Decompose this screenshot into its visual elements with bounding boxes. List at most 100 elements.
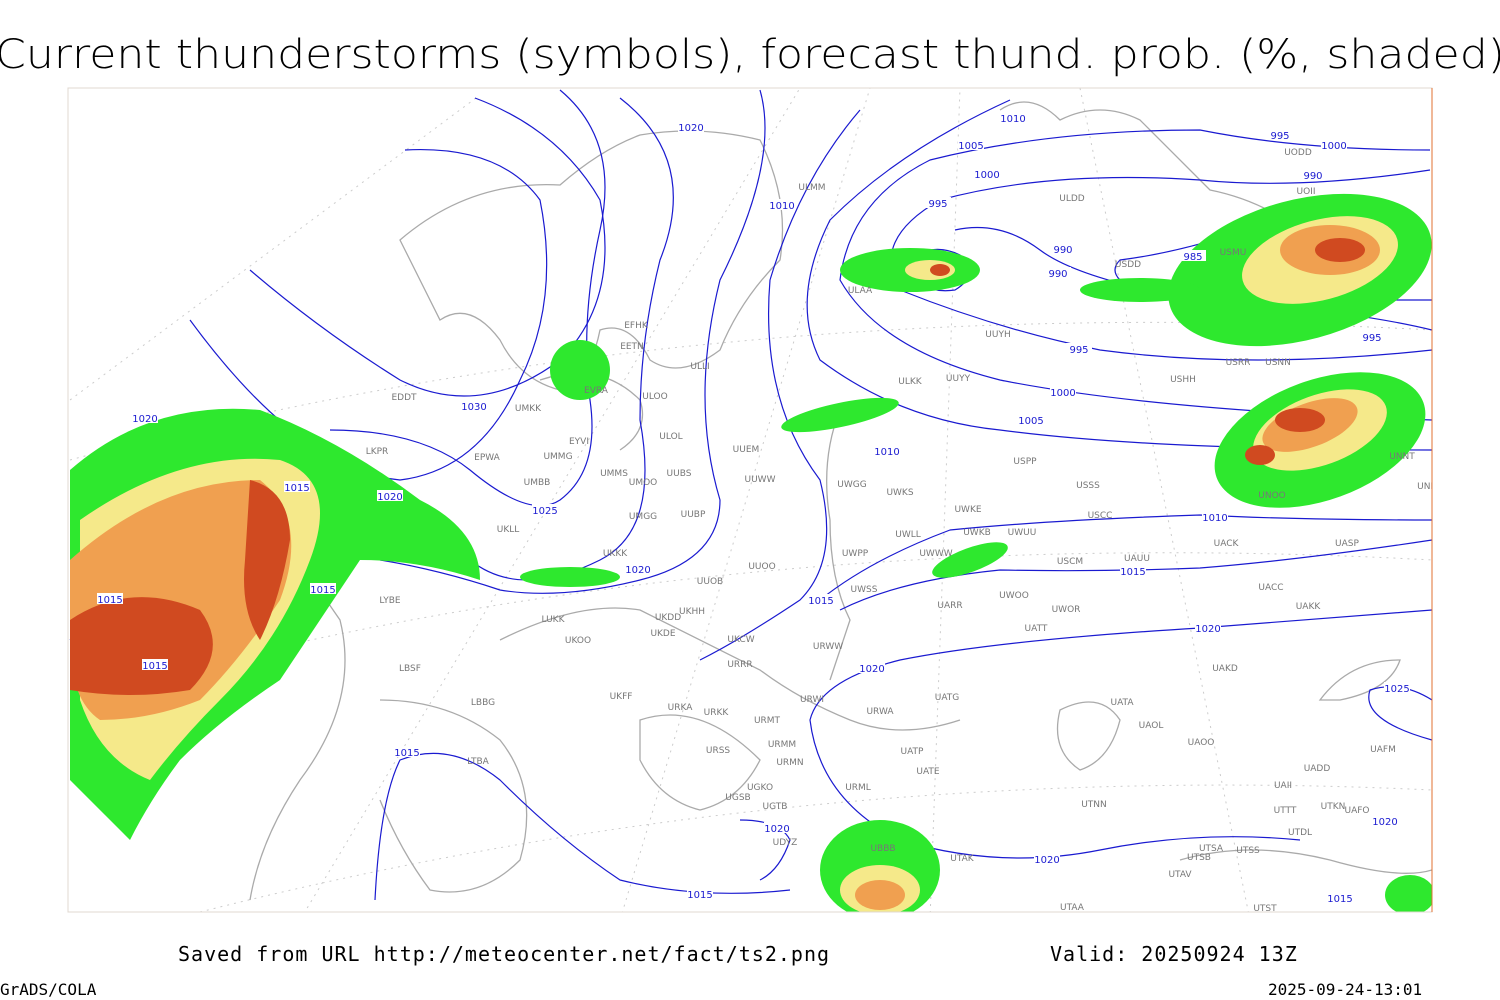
station-label: UUOO: [748, 562, 775, 572]
station-label: UMMG: [543, 452, 572, 462]
isobar-label-bg: [1120, 565, 1146, 576]
isobar-label-bg: [461, 400, 487, 411]
isobar-label-bg: [97, 593, 123, 604]
isobar-label: 995: [1069, 345, 1088, 356]
station-label: UWOR: [1052, 605, 1081, 615]
isobar-label-bg: [925, 197, 951, 208]
station-label: UOII: [1297, 187, 1316, 197]
station-label: LYBE: [379, 596, 400, 606]
isobar-label: 1015: [808, 596, 833, 607]
isobar-label: 990: [1048, 269, 1067, 280]
station-label: UGKO: [747, 783, 773, 793]
station-label: UGSB: [725, 793, 750, 803]
isobar-label: 1015: [1327, 894, 1352, 905]
station-label: UWOO: [999, 591, 1029, 601]
isobar-label: 985: [1183, 252, 1202, 263]
station-label: UAOL: [1139, 721, 1164, 731]
station-label: UKCW: [727, 635, 754, 645]
isobar-label-bg: [764, 822, 790, 833]
isobar-label: 1025: [1384, 684, 1409, 695]
isobar-label-bg: [1359, 331, 1385, 342]
station-label: UWSS: [851, 585, 878, 595]
isobar-label: 1015: [394, 748, 419, 759]
isobar-label: 1015: [310, 585, 335, 596]
station-label: UATG: [935, 693, 960, 703]
isobar-label: 1020: [678, 123, 703, 134]
station-label: UKFF: [610, 692, 633, 702]
station-label: UAFO: [1344, 806, 1369, 816]
isobar-label: 1005: [1018, 416, 1043, 427]
station-label: USPP: [1013, 457, 1037, 467]
isobar-label: 995: [928, 199, 947, 210]
station-label: UUEM: [733, 445, 760, 455]
station-label: URWW: [813, 642, 843, 652]
isobar-label-bg: [874, 445, 900, 456]
isobar-label: 1015: [284, 483, 309, 494]
station-label: ULDD: [1059, 194, 1085, 204]
station-label: UKHH: [679, 607, 705, 617]
title: Current thunderstorms (symbols), forecas…: [0, 32, 1500, 78]
isobar-label-bg: [1066, 343, 1092, 354]
station-label: UMGG: [629, 512, 657, 522]
station-label: LKPR: [366, 447, 389, 457]
station-label: UASP: [1335, 539, 1359, 549]
isobar-label-bg: [284, 481, 310, 492]
isobar-labels: 1020 1010 1005 1000 1010 995 995 1000 990 990 990 9…: [97, 112, 1410, 905]
station-label: UTTT: [1274, 806, 1297, 816]
isobar-label: 1020: [1195, 624, 1220, 635]
isobar-label-bg: [532, 504, 558, 515]
station-label: UNBB: [1417, 482, 1443, 492]
station-label: UNNT: [1389, 452, 1415, 462]
isobar-label-bg: [1300, 169, 1326, 180]
station-label: ULOL: [659, 432, 682, 442]
station-label: UAKD: [1212, 664, 1238, 674]
station-label: UODD: [1284, 148, 1312, 158]
isobar-label: 995: [1362, 333, 1381, 344]
station-label: UWKB: [963, 528, 991, 538]
isobar-label-bg: [678, 121, 704, 132]
isobar-label-bg: [769, 199, 795, 210]
isobar-label-bg: [377, 490, 403, 501]
station-label: LUKK: [542, 615, 566, 625]
isobar-label: 1020: [132, 414, 157, 425]
station-label: UKLL: [497, 525, 520, 535]
station-label: UAFM: [1370, 745, 1396, 755]
station-label: ULLI: [690, 362, 709, 372]
isobar-label-bg: [1050, 386, 1076, 397]
station-label: URWI: [800, 695, 824, 705]
isobar-label: 1020: [1372, 817, 1397, 828]
isobar-label: 1010: [1202, 513, 1227, 524]
station-label: EETN: [620, 342, 644, 352]
station-label: UADD: [1304, 764, 1331, 774]
station-label: LBBG: [471, 698, 495, 708]
isobar-label-bg: [808, 594, 834, 605]
isobar-label-bg: [310, 583, 336, 594]
station-label: USNN: [1265, 358, 1291, 368]
isobar-label-bg: [1372, 815, 1398, 826]
station-label: UTSB: [1187, 853, 1211, 863]
station-label: UTSA: [1199, 844, 1224, 854]
isobar-label-bg: [1327, 892, 1353, 903]
station-label: URMN: [776, 758, 803, 768]
station-label: UKKK: [603, 549, 628, 559]
isobar-label-bg: [1267, 129, 1293, 140]
isobar-label: 995: [1270, 131, 1289, 142]
station-label: UAII: [1274, 781, 1292, 791]
isobar-label: 990: [1053, 245, 1072, 256]
station-label: UTKN: [1321, 802, 1346, 812]
isobar-label-bg: [1018, 414, 1044, 425]
valid-time: Valid: 20250924 13Z: [1050, 942, 1298, 966]
station-label: UTNN: [1081, 800, 1107, 810]
station-label: UKDE: [650, 629, 675, 639]
station-label: URML: [845, 783, 871, 793]
station-label: USDD: [1115, 260, 1141, 270]
isobar-label-bg: [1321, 139, 1347, 150]
station-label: USCC: [1088, 511, 1113, 521]
station-label: UARR: [937, 601, 962, 611]
isobar-label-bg: [132, 412, 158, 423]
isobar-label-bg: [687, 888, 713, 899]
isobar-label-bg: [1384, 682, 1410, 693]
station-label: UACK: [1214, 539, 1240, 549]
station-label: UKOO: [565, 636, 591, 646]
